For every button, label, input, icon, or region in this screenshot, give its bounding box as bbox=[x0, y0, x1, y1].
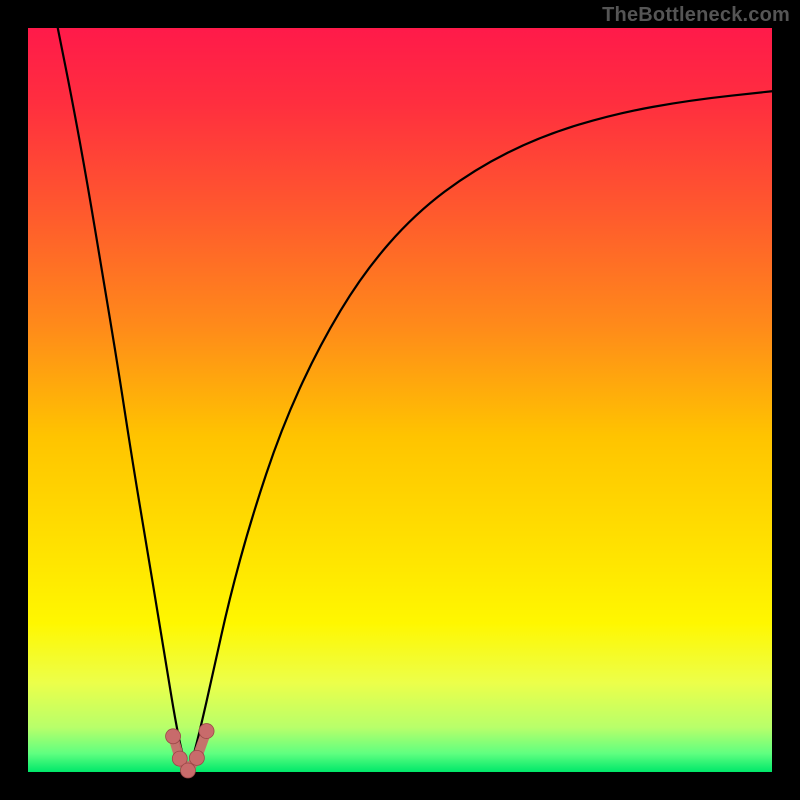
trough-marker-2 bbox=[180, 763, 195, 778]
plot-background bbox=[28, 28, 772, 772]
chart-container: TheBottleneck.com bbox=[0, 0, 800, 800]
watermark-text: TheBottleneck.com bbox=[602, 4, 790, 27]
chart-svg bbox=[0, 0, 800, 800]
trough-marker-3 bbox=[189, 750, 204, 765]
trough-marker-0 bbox=[166, 729, 181, 744]
trough-marker-4 bbox=[199, 724, 214, 739]
